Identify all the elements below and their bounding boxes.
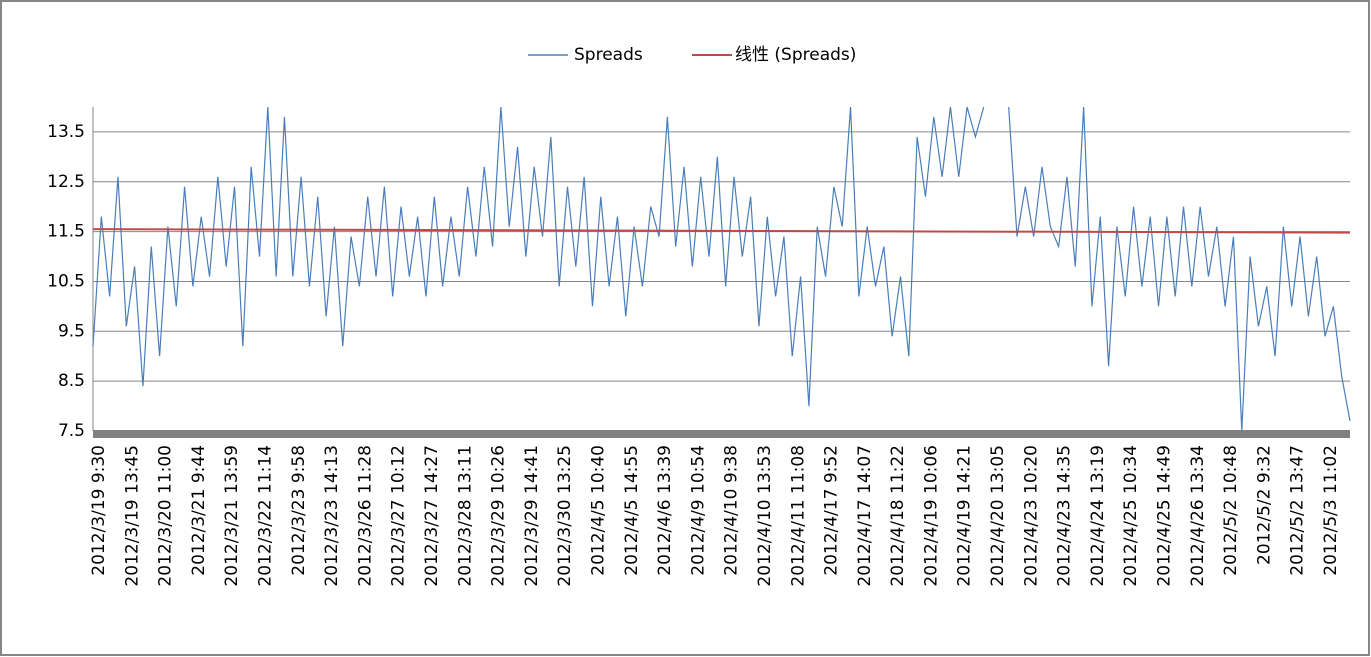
x-tick-label: 2012/3/27 14:27 bbox=[422, 445, 442, 587]
x-tick-label: 2012/5/2 13:47 bbox=[1288, 445, 1308, 576]
x-tick-label: 2012/3/21 9:44 bbox=[189, 445, 209, 576]
x-tick-label: 2012/3/29 10:26 bbox=[489, 445, 509, 587]
y-tick-label: 9.5 bbox=[58, 321, 85, 341]
x-axis-bar bbox=[93, 430, 1350, 438]
legend-label: 线性 (Spreads) bbox=[735, 45, 856, 65]
x-tick-label: 2012/3/23 9:58 bbox=[289, 445, 309, 576]
x-tick-label: 2012/4/5 10:40 bbox=[588, 445, 608, 576]
y-tick-label: 8.5 bbox=[58, 371, 85, 391]
x-tick-label: 2012/4/10 13:53 bbox=[755, 445, 775, 587]
x-tick-label: 2012/3/23 14:13 bbox=[322, 445, 342, 587]
x-tick-label: 2012/3/20 11:00 bbox=[156, 445, 176, 587]
x-tick-label: 2012/4/24 13:19 bbox=[1088, 445, 1108, 587]
y-tick-label: 10.5 bbox=[47, 271, 85, 291]
x-tick-label: 2012/5/2 10:48 bbox=[1221, 445, 1241, 576]
x-tick-label: 2012/5/3 11:02 bbox=[1321, 445, 1341, 576]
x-tick-label: 2012/4/18 11:22 bbox=[888, 445, 908, 587]
y-tick-label: 12.5 bbox=[47, 172, 85, 192]
x-tick-label: 2012/4/17 14:07 bbox=[855, 445, 875, 587]
y-tick-label: 11.5 bbox=[47, 222, 85, 242]
legend-label: Spreads bbox=[574, 45, 643, 65]
x-tick-label: 2012/4/25 10:34 bbox=[1121, 445, 1141, 587]
x-tick-label: 2012/4/9 10:54 bbox=[688, 445, 708, 576]
x-tick-label: 2012/4/23 14:35 bbox=[1055, 445, 1075, 587]
x-tick-label: 2012/3/26 11:28 bbox=[355, 445, 375, 587]
trend-line bbox=[92, 228, 1351, 234]
x-tick-label: 2012/4/6 13:39 bbox=[655, 445, 675, 576]
x-tick-label: 2012/3/21 13:59 bbox=[222, 445, 242, 587]
x-tick-label: 2012/3/19 9:30 bbox=[89, 445, 109, 576]
x-tick-label: 2012/4/19 10:06 bbox=[921, 445, 941, 587]
x-tick-label: 2012/4/11 11:08 bbox=[788, 445, 808, 587]
x-tick-label: 2012/4/20 13:05 bbox=[988, 445, 1008, 587]
x-tick-label: 2012/3/27 10:12 bbox=[389, 445, 409, 587]
y-tick-label: 7.5 bbox=[58, 421, 85, 441]
x-tick-label: 2012/5/2 9:32 bbox=[1254, 445, 1274, 565]
series-line bbox=[92, 106, 1351, 432]
x-tick-label: 2012/3/29 14:41 bbox=[522, 445, 542, 587]
x-tick-label: 2012/4/26 13:34 bbox=[1188, 445, 1208, 587]
x-tick-label: 2012/4/19 14:21 bbox=[955, 445, 975, 587]
x-tick-label: 2012/4/25 14:49 bbox=[1155, 445, 1175, 587]
x-tick-label: 2012/4/23 10:20 bbox=[1021, 445, 1041, 587]
x-tick-label: 2012/3/28 13:11 bbox=[455, 445, 475, 587]
x-tick-label: 2012/4/17 9:52 bbox=[822, 445, 842, 576]
y-tick-label: 13.5 bbox=[47, 122, 85, 142]
x-tick-label: 2012/4/10 9:38 bbox=[722, 445, 742, 576]
x-tick-label: 2012/3/19 13:45 bbox=[122, 445, 142, 587]
x-tick-label: 2012/4/5 14:55 bbox=[622, 445, 642, 576]
x-tick-label: 2012/3/30 13:25 bbox=[555, 445, 575, 587]
x-tick-label: 2012/3/22 11:14 bbox=[255, 445, 275, 587]
